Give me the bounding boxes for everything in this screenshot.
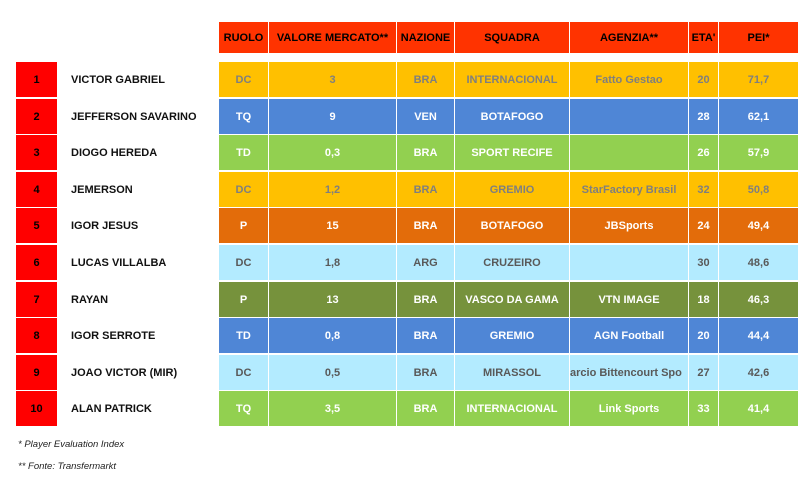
cell-nazione: ARG (397, 245, 454, 280)
cell-valore: 3 (269, 62, 396, 97)
cell-eta: 30 (689, 245, 718, 280)
player-name: ALAN PATRICK (71, 402, 152, 415)
cell-agenzia (570, 135, 688, 170)
cell-nazione: BRA (397, 135, 454, 170)
cell-nazione: BRA (397, 62, 454, 97)
rank-badge: 4 (16, 172, 57, 207)
cell-nazione: BRA (397, 318, 454, 353)
footnote-pei: * Player Evaluation Index (18, 439, 125, 450)
cell-agenzia: VTN IMAGE (570, 282, 688, 317)
player-name: JEMERSON (71, 183, 133, 196)
cell-ruolo: DC (219, 245, 268, 280)
cell-agenzia: Link Sports (570, 391, 688, 426)
cell-ruolo: P (219, 282, 268, 317)
cell-pei: 71,7 (719, 62, 798, 97)
cell-eta: 28 (689, 99, 718, 134)
cell-ruolo: TD (219, 135, 268, 170)
cell-nazione: BRA (397, 391, 454, 426)
cell-nazione: BRA (397, 355, 454, 390)
header-eta: ETA' (689, 22, 718, 53)
cell-eta: 20 (689, 62, 718, 97)
player-name: JOAO VICTOR (MIR) (71, 366, 178, 379)
cell-squadra: BOTAFOGO (455, 99, 569, 134)
cell-squadra: INTERNACIONAL (455, 62, 569, 97)
cell-eta: 32 (689, 172, 718, 207)
cell-nazione: BRA (397, 208, 454, 243)
cell-squadra: BOTAFOGO (455, 208, 569, 243)
player-name: LUCAS VILLALBA (71, 256, 167, 269)
rank-badge: 9 (16, 355, 57, 390)
rank-badge: 3 (16, 135, 57, 170)
cell-ruolo: DC (219, 62, 268, 97)
player-name: IGOR JESUS (71, 219, 139, 232)
cell-valore: 15 (269, 208, 396, 243)
header-pei: PEI* (719, 22, 798, 53)
cell-pei: 50,8 (719, 172, 798, 207)
cell-valore: 1,8 (269, 245, 396, 280)
cell-agenzia: Fatto Gestao (570, 62, 688, 97)
header-squadra: SQUADRA (455, 22, 569, 53)
header-ruolo: RUOLO (219, 22, 268, 53)
player-name: RAYAN (71, 293, 109, 306)
cell-ruolo: P (219, 208, 268, 243)
cell-valore: 9 (269, 99, 396, 134)
cell-pei: 49,4 (719, 208, 798, 243)
cell-eta: 27 (689, 355, 718, 390)
cell-agenzia: arcio Bittencourt Spo (570, 355, 688, 390)
cell-ruolo: DC (219, 172, 268, 207)
cell-ruolo: DC (219, 355, 268, 390)
cell-squadra: CRUZEIRO (455, 245, 569, 280)
cell-squadra: GREMIO (455, 318, 569, 353)
player-name: JEFFERSON SAVARINO (71, 110, 197, 123)
cell-valore: 0,3 (269, 135, 396, 170)
cell-ruolo: TQ (219, 391, 268, 426)
cell-agenzia: StarFactory Brasil (570, 172, 688, 207)
cell-valore: 3,5 (269, 391, 396, 426)
rank-badge: 6 (16, 245, 57, 280)
cell-pei: 44,4 (719, 318, 798, 353)
cell-squadra: SPORT RECIFE (455, 135, 569, 170)
rank-badge: 2 (16, 99, 57, 134)
rank-badge: 7 (16, 282, 57, 317)
cell-nazione: BRA (397, 172, 454, 207)
cell-agenzia: AGN Football (570, 318, 688, 353)
footnote-source: ** Fonte: Transfermarkt (18, 461, 117, 472)
cell-eta: 26 (689, 135, 718, 170)
cell-pei: 57,9 (719, 135, 798, 170)
cell-squadra: GREMIO (455, 172, 569, 207)
cell-ruolo: TQ (219, 99, 268, 134)
rank-badge: 1 (16, 62, 57, 97)
cell-agenzia: JBSports (570, 208, 688, 243)
player-name: IGOR SERROTE (71, 329, 156, 342)
header-agenzia: AGENZIA** (570, 22, 688, 53)
cell-eta: 18 (689, 282, 718, 317)
cell-valore: 0,5 (269, 355, 396, 390)
header-valore-mercato: VALORE MERCATO** (269, 22, 396, 53)
cell-pei: 42,6 (719, 355, 798, 390)
cell-nazione: VEN (397, 99, 454, 134)
cell-squadra: VASCO DA GAMA (455, 282, 569, 317)
rank-badge: 8 (16, 318, 57, 353)
player-name: VICTOR GABRIEL (71, 73, 165, 86)
cell-pei: 41,4 (719, 391, 798, 426)
cell-pei: 46,3 (719, 282, 798, 317)
cell-agenzia (570, 245, 688, 280)
cell-ruolo: TD (219, 318, 268, 353)
cell-nazione: BRA (397, 282, 454, 317)
cell-eta: 33 (689, 391, 718, 426)
cell-pei: 48,6 (719, 245, 798, 280)
cell-eta: 24 (689, 208, 718, 243)
cell-pei: 62,1 (719, 99, 798, 134)
rank-badge: 10 (16, 391, 57, 426)
header-nazione: NAZIONE (397, 22, 454, 53)
cell-valore: 0,8 (269, 318, 396, 353)
cell-eta: 20 (689, 318, 718, 353)
cell-valore: 1,2 (269, 172, 396, 207)
rank-badge: 5 (16, 208, 57, 243)
player-name: DIOGO HEREDA (71, 146, 158, 159)
cell-valore: 13 (269, 282, 396, 317)
cell-squadra: INTERNACIONAL (455, 391, 569, 426)
cell-squadra: MIRASSOL (455, 355, 569, 390)
cell-agenzia (570, 99, 688, 134)
